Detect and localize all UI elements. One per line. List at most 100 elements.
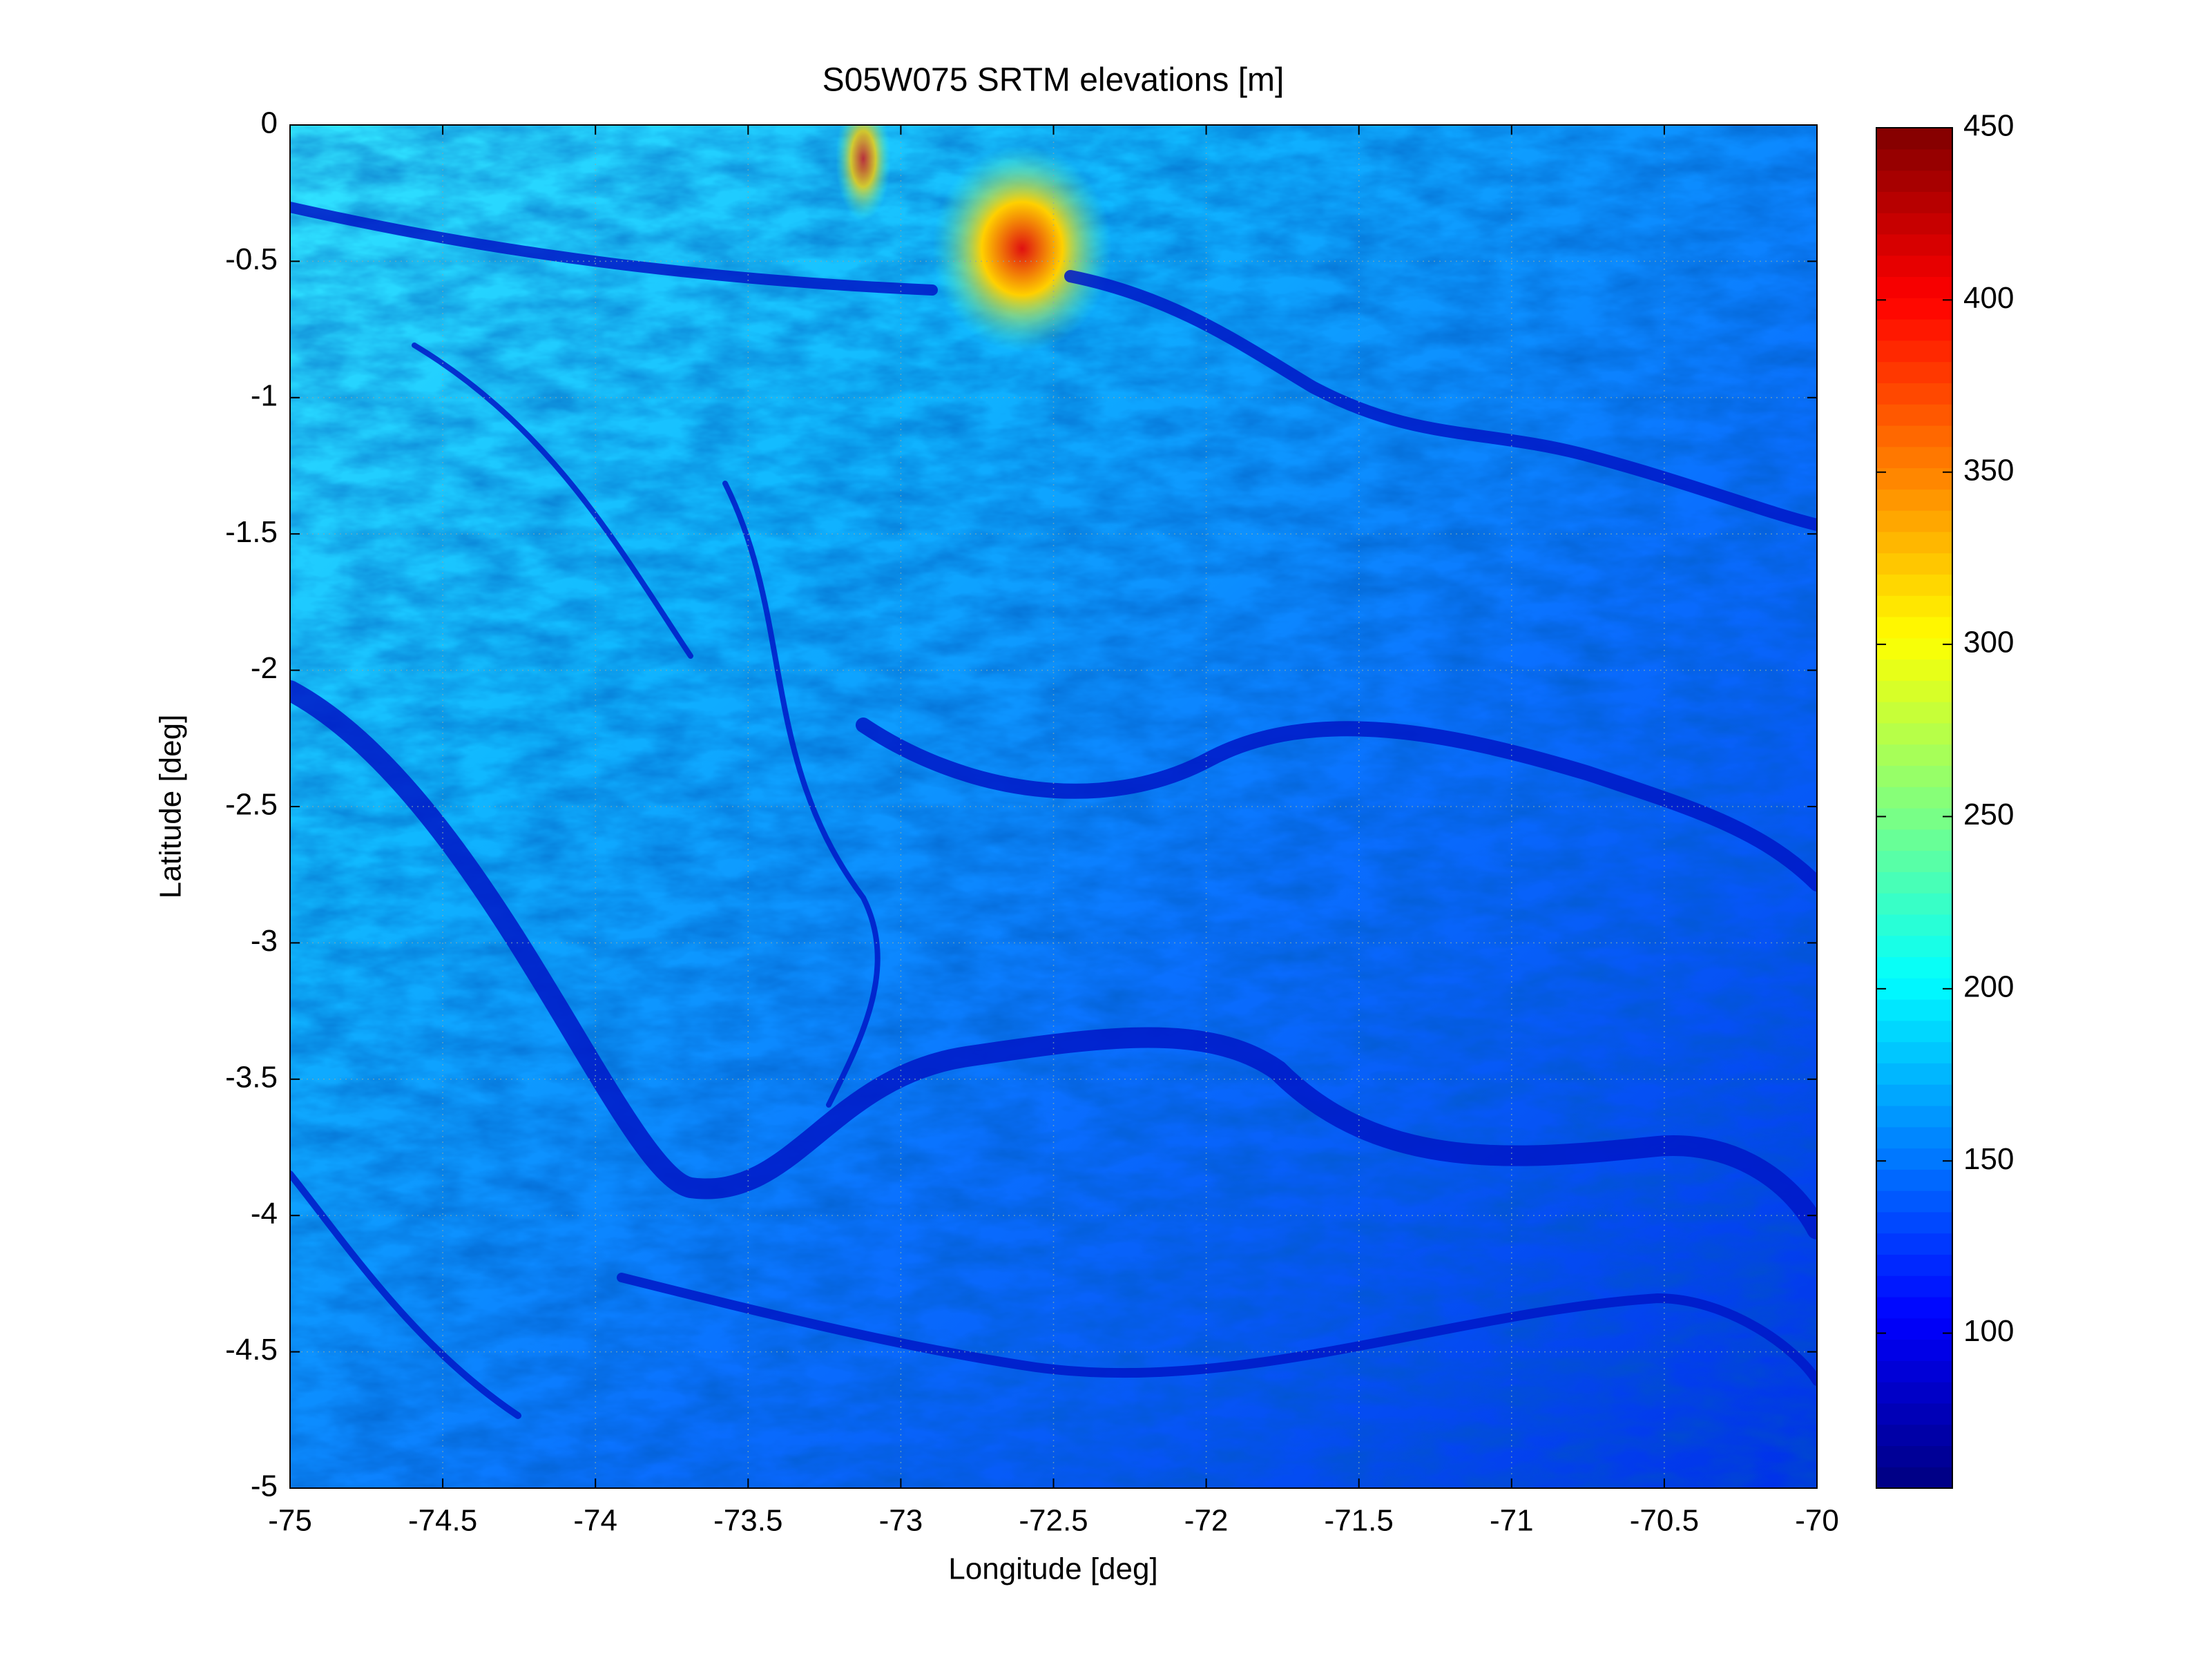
y-tick-label: -4.5 xyxy=(225,1333,278,1367)
colorbar-swatch xyxy=(1876,1084,1952,1106)
colorbar-swatch xyxy=(1876,1318,1952,1340)
colorbar-swatch xyxy=(1876,1254,1952,1276)
colorbar-swatch xyxy=(1876,148,1952,171)
y-tick-label: -1.5 xyxy=(225,515,278,549)
y-tick-label: -2 xyxy=(251,651,278,685)
colorbar-swatch xyxy=(1876,871,1952,894)
y-tick-label: -3 xyxy=(251,924,278,958)
colorbar-swatch xyxy=(1876,595,1952,617)
colorbar-swatch xyxy=(1876,850,1952,872)
colorbar-swatch xyxy=(1876,808,1952,830)
colorbar-swatch xyxy=(1876,680,1952,702)
colorbar-swatch xyxy=(1876,722,1952,745)
x-tick-label: -74 xyxy=(573,1504,617,1538)
colorbar-swatch xyxy=(1876,1360,1952,1382)
y-axis-label: Latitude [deg] xyxy=(154,715,188,899)
y-tick-label: 0 xyxy=(261,106,278,140)
colorbar-tick-label: 300 xyxy=(1963,626,2014,659)
colorbar-swatch xyxy=(1876,361,1952,383)
colorbar-swatch xyxy=(1876,531,1952,554)
colorbar-swatch xyxy=(1876,128,1952,150)
colorbar-tick-label: 250 xyxy=(1963,798,2014,831)
colorbar-box xyxy=(1876,127,1953,1489)
colorbar-swatch xyxy=(1876,574,1952,596)
colorbar-swatch xyxy=(1876,914,1952,936)
colorbar-swatch xyxy=(1876,446,1952,469)
colorbar-swatch xyxy=(1876,935,1952,958)
colorbar-tick-label: 350 xyxy=(1963,453,2014,487)
x-tick-label: -74.5 xyxy=(408,1504,477,1538)
x-tick-label: -72 xyxy=(1184,1504,1229,1538)
colorbar-swatch xyxy=(1876,956,1952,979)
colorbar-swatch xyxy=(1876,510,1952,532)
colorbar-swatch xyxy=(1876,1063,1952,1085)
colorbar-swatch xyxy=(1876,1169,1952,1191)
colorbar-swatch xyxy=(1876,298,1952,320)
x-tick-label: -73.5 xyxy=(713,1504,782,1538)
colorbar-swatch xyxy=(1876,1233,1952,1255)
colorbar-swatch xyxy=(1876,276,1952,298)
y-tick-label: -0.5 xyxy=(225,242,278,276)
colorbar-swatch xyxy=(1876,233,1952,256)
colorbar-swatch xyxy=(1876,829,1952,851)
colorbar-tick-label: 400 xyxy=(1963,281,2014,315)
colorbar-tick-label: 450 xyxy=(1963,109,2014,143)
terrain-image xyxy=(290,125,1817,1488)
chart-title: S05W075 SRTM elevations [m] xyxy=(823,62,1285,99)
y-tick-label: -4 xyxy=(251,1197,278,1231)
colorbar-swatch xyxy=(1876,1041,1952,1063)
colorbar-swatch xyxy=(1876,552,1952,575)
colorbar-swatch xyxy=(1876,1105,1952,1128)
colorbar-swatch xyxy=(1876,255,1952,278)
colorbar-swatch xyxy=(1876,467,1952,490)
y-tick-label: -2.5 xyxy=(225,788,278,822)
colorbar-tick-label: 100 xyxy=(1963,1314,2014,1348)
colorbar-swatch xyxy=(1876,893,1952,915)
colorbar-swatch xyxy=(1876,213,1952,235)
x-tick-label: -73 xyxy=(879,1504,923,1538)
colorbar-swatch xyxy=(1876,744,1952,767)
x-tick-label: -70.5 xyxy=(1630,1504,1699,1538)
colorbar-swatch xyxy=(1876,1275,1952,1298)
x-tick-label: -71 xyxy=(1490,1504,1534,1538)
colorbar: 100 150 200 250 300 350 400 450 xyxy=(1876,109,2014,1489)
colorbar-swatch xyxy=(1876,1211,1952,1234)
colorbar-swatch xyxy=(1876,1020,1952,1043)
colorbar-swatch xyxy=(1876,999,1952,1021)
colorbar-swatch xyxy=(1876,383,1952,405)
x-tick-label: -75 xyxy=(268,1504,312,1538)
colorbar-swatch xyxy=(1876,1424,1952,1447)
colorbar-swatch xyxy=(1876,1402,1952,1425)
colorbar-tick-label: 150 xyxy=(1963,1142,2014,1176)
colorbar-tick-label: 200 xyxy=(1963,970,2014,1003)
colorbar-swatch xyxy=(1876,1339,1952,1361)
colorbar-swatch xyxy=(1876,404,1952,426)
colorbar-swatch xyxy=(1876,489,1952,511)
colorbar-swatch xyxy=(1876,1191,1952,1213)
x-axis-label: Longitude [deg] xyxy=(948,1552,1157,1586)
colorbar-swatch xyxy=(1876,978,1952,1000)
colorbar-swatch xyxy=(1876,616,1952,639)
colorbar-swatch xyxy=(1876,340,1952,363)
colorbar-swatch xyxy=(1876,425,1952,447)
colorbar-swatch xyxy=(1876,319,1952,341)
x-tick-label: -70 xyxy=(1795,1504,1839,1538)
y-tick-label: -1 xyxy=(251,378,278,412)
colorbar-swatch xyxy=(1876,1467,1952,1489)
colorbar-swatch xyxy=(1876,1445,1952,1467)
colorbar-swatch xyxy=(1876,659,1952,681)
colorbar-swatch xyxy=(1876,1126,1952,1149)
y-tick-label: -5 xyxy=(251,1469,278,1503)
y-tick-label: -3.5 xyxy=(225,1060,278,1094)
colorbar-swatch xyxy=(1876,787,1952,809)
colorbar-swatch xyxy=(1876,170,1952,192)
colorbar-swatch xyxy=(1876,702,1952,724)
colorbar-swatch xyxy=(1876,637,1952,660)
x-tick-label: -71.5 xyxy=(1325,1504,1394,1538)
colorbar-swatch xyxy=(1876,765,1952,787)
x-tick-label: -72.5 xyxy=(1019,1504,1088,1538)
colorbar-swatch xyxy=(1876,1296,1952,1319)
colorbar-swatch xyxy=(1876,1382,1952,1404)
colorbar-swatch xyxy=(1876,1148,1952,1170)
